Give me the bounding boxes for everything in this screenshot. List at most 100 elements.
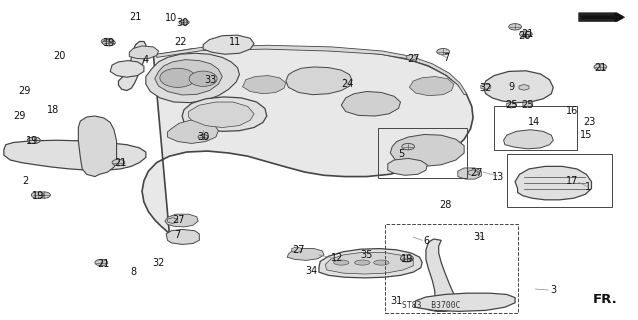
Circle shape [27,137,40,143]
Text: 18: 18 [47,105,59,115]
Text: 27: 27 [407,54,419,64]
Polygon shape [415,293,515,311]
Text: 34: 34 [305,266,318,276]
Text: 1: 1 [584,182,591,192]
Polygon shape [483,71,553,103]
Text: 21: 21 [594,63,607,73]
Text: 21: 21 [130,12,142,22]
Text: 30: 30 [176,18,188,28]
Text: 21: 21 [522,29,534,39]
Polygon shape [325,252,413,274]
Text: 30: 30 [197,132,209,142]
Circle shape [198,134,208,140]
Text: 13: 13 [493,172,505,181]
Polygon shape [78,116,117,177]
Polygon shape [507,102,516,108]
Text: 8: 8 [130,267,136,277]
Text: 24: 24 [341,79,354,89]
Circle shape [179,20,189,25]
Polygon shape [188,102,254,127]
Text: 7: 7 [175,230,181,240]
Polygon shape [142,47,473,234]
Polygon shape [418,239,458,311]
Polygon shape [203,35,254,54]
Polygon shape [119,42,146,91]
Text: 6: 6 [423,236,429,246]
Text: 21: 21 [98,259,110,268]
Text: 31: 31 [390,296,403,306]
Text: 5: 5 [399,148,405,159]
Text: 23: 23 [583,117,596,127]
Polygon shape [130,46,159,59]
Polygon shape [481,84,491,90]
Text: 15: 15 [580,130,593,140]
Text: 31: 31 [473,232,486,242]
Text: 16: 16 [567,106,579,116]
Text: 27: 27 [173,215,185,225]
Circle shape [27,137,40,143]
Polygon shape [242,76,286,94]
Ellipse shape [189,71,217,86]
Text: 17: 17 [566,176,579,186]
Polygon shape [341,92,401,116]
Text: 22: 22 [174,37,186,47]
Polygon shape [182,97,267,131]
Polygon shape [390,134,464,166]
Polygon shape [168,120,218,143]
Ellipse shape [160,68,195,87]
Circle shape [38,192,50,198]
Text: 9: 9 [508,82,514,92]
Text: 4: 4 [143,55,149,65]
Text: 14: 14 [528,117,540,127]
Circle shape [401,255,413,261]
Text: 12: 12 [330,253,343,263]
Polygon shape [167,229,199,244]
Text: 29: 29 [19,85,31,96]
Circle shape [95,260,108,266]
Polygon shape [286,67,352,95]
Polygon shape [388,158,427,175]
Polygon shape [4,140,146,170]
Text: 2: 2 [22,176,28,186]
Circle shape [103,40,115,46]
Polygon shape [523,101,533,107]
Polygon shape [168,218,177,223]
Text: 19: 19 [103,38,115,48]
Polygon shape [410,76,454,96]
Polygon shape [146,53,239,103]
Ellipse shape [355,260,370,265]
Text: 21: 21 [114,158,126,168]
Polygon shape [110,60,144,77]
Text: 28: 28 [439,200,451,210]
Circle shape [112,159,125,166]
Text: ST83  B3700C: ST83 B3700C [402,301,460,310]
Text: 27: 27 [292,245,305,255]
Text: 10: 10 [165,13,177,23]
Text: 32: 32 [480,83,492,93]
Text: 32: 32 [152,258,165,268]
Text: 3: 3 [550,285,556,295]
Text: 19: 19 [26,136,39,146]
Circle shape [401,256,413,262]
Polygon shape [515,166,591,200]
Text: 27: 27 [471,168,483,178]
Polygon shape [157,45,466,95]
Ellipse shape [334,260,349,265]
Polygon shape [579,13,625,21]
Text: 20: 20 [53,52,66,61]
Text: 29: 29 [13,111,26,121]
Circle shape [101,38,114,45]
Circle shape [519,31,532,37]
Text: 26: 26 [518,31,530,41]
Text: 35: 35 [360,250,373,260]
Polygon shape [503,130,553,149]
Text: 25: 25 [521,100,534,110]
Text: FR.: FR. [593,293,618,306]
Polygon shape [406,54,416,60]
Text: 33: 33 [205,75,217,85]
Circle shape [437,49,450,55]
Text: 19: 19 [401,254,413,264]
Text: 19: 19 [31,191,44,201]
Text: 7: 7 [443,53,449,63]
Polygon shape [319,249,422,278]
